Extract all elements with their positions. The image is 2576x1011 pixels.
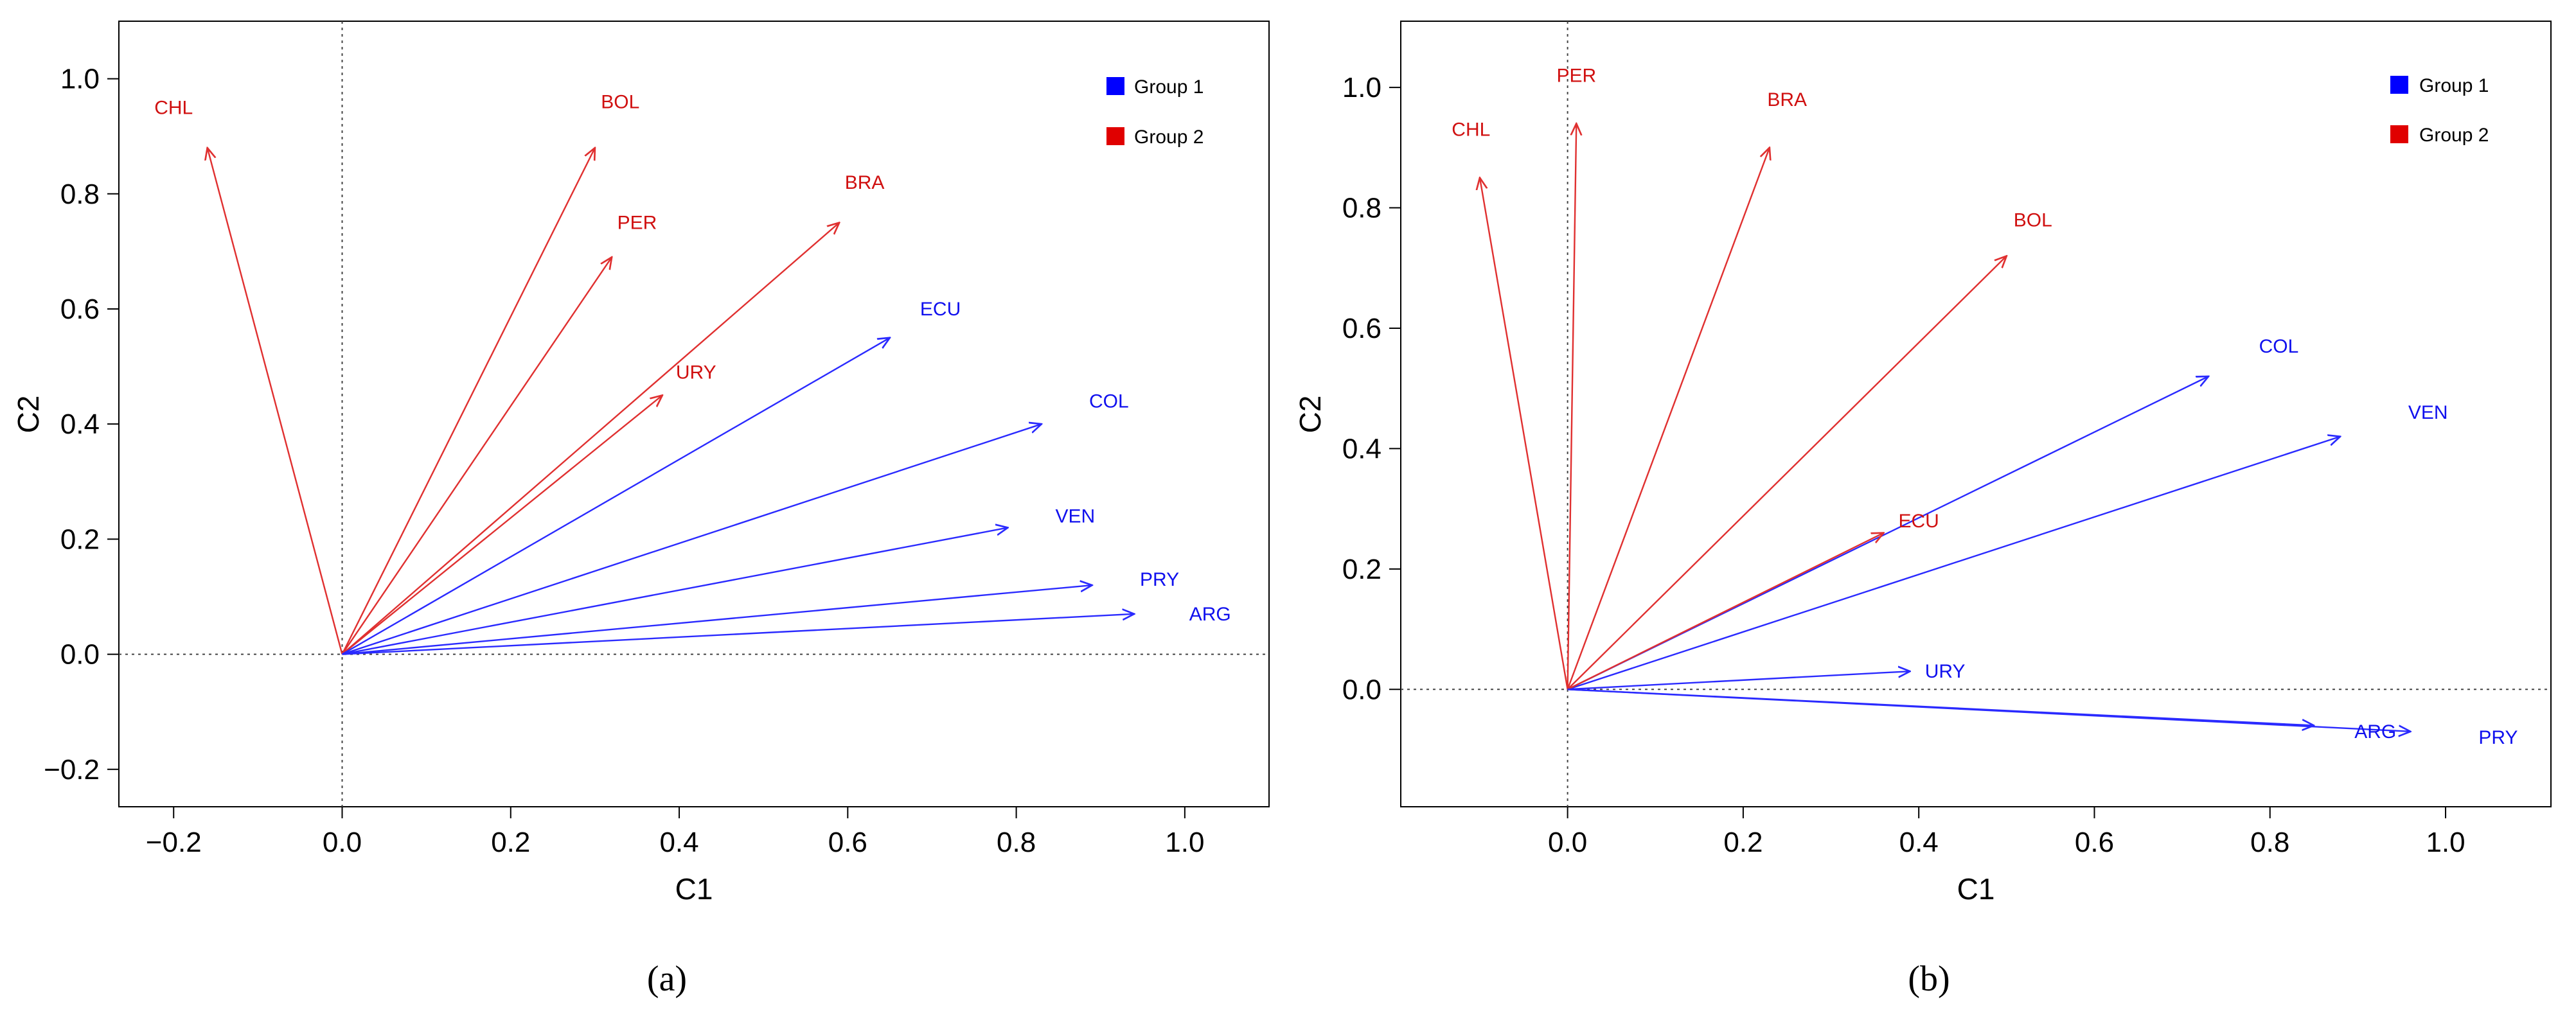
vector-label-arg: ARG [2354,721,2396,743]
vector-label-per: PER [1556,65,1596,86]
panel-a: −0.2 0.0 0.2 0.4 0.6 0.8 1.0 −0.2 0.0 0.2 0.4 0.6 0… [12,21,1270,999]
x-tick-label: 1.0 [1165,827,1204,858]
x-axis: −0.2 0.0 0.2 0.4 0.6 0.8 1.0 [146,807,1204,858]
vector-arrow-bol [341,148,595,655]
vector-label-ven: VEN [1056,506,1096,527]
y-axis-title: C2 [1293,396,1327,434]
x-tick-label: 0.6 [828,827,867,858]
y-tick-label: 0.0 [1342,674,1381,705]
legend: Group 1 Group 2 [1106,76,1204,148]
vector-arrow-ury [341,395,662,655]
vector-arrow-ven [342,527,1008,655]
panel-b: 0.0 0.2 0.4 0.6 0.8 1.0 0.0 0.2 0.4 0.6 0.8 1.0 PE… [1293,21,2552,999]
legend-label-group-2: Group 2 [1134,127,1204,148]
x-tick-label: 0.0 [323,827,362,858]
x-tick-label: 0.2 [1723,827,1763,858]
y-tick-label: 0.4 [60,409,100,440]
reference-lines [1401,21,2551,807]
vector-arrow-ecu [1567,533,1884,690]
vector-arrow-ven [1567,437,2340,690]
vector-arrow-pry [1567,689,2314,725]
vector-label-bra: BRA [845,172,885,193]
vector-label-bol: BOL [601,91,639,112]
reference-lines [119,21,1269,807]
x-tick-label: −0.2 [146,827,202,858]
vector-label-pry: PRY [2478,727,2518,748]
plot-frame [1400,21,2552,807]
legend-swatch-group-1 [1106,77,1124,95]
x-tick-label: 1.0 [2426,827,2465,858]
vector-label-ury: URY [676,362,716,383]
x-axis: 0.0 0.2 0.4 0.6 0.8 1.0 [1548,807,2465,858]
vector-label-col: COL [1089,391,1129,412]
y-axis: 0.0 0.2 0.4 0.6 0.8 1.0 [1342,72,1401,705]
y-tick-label: 0.0 [60,639,100,671]
vector-arrow-col [342,424,1042,655]
caption-a: (a) [647,959,687,999]
vector-arrow-per [1567,123,1577,690]
x-tick-label: 0.0 [1548,827,1587,858]
vector-label-ecu: ECU [920,299,961,320]
vector-arrow-per [341,257,612,655]
vector-arrow-bol [1567,256,2007,690]
x-tick-label: 0.4 [1899,827,1939,858]
plot-frame [118,21,1270,807]
y-tick-label: 0.4 [1342,433,1381,464]
vector-label-per: PER [617,213,657,234]
y-axis: −0.2 0.0 0.2 0.4 0.6 0.8 1.0 [44,64,119,786]
vector-arrow-bra [1567,148,1770,690]
vector-label-ven: VEN [2408,402,2448,423]
vector-arrow-chl [208,148,343,655]
legend-swatch-group-2 [1106,127,1124,145]
vector-label-bra: BRA [1767,89,1807,110]
vector-arrow-pry [342,585,1092,655]
vector-label-ecu: ECU [1899,511,1939,532]
caption-b: (b) [1908,959,1950,999]
vector-label-bol: BOL [2014,209,2052,231]
y-tick-label: 0.8 [1342,193,1381,224]
x-tick-label: 0.4 [659,827,698,858]
y-tick-label: 1.0 [60,64,100,95]
x-tick-label: 0.8 [997,827,1036,858]
vector-arrow-chl [1480,178,1568,690]
legend-label-group-1: Group 1 [1134,76,1204,98]
legend-swatch-group-2 [2390,125,2408,143]
y-tick-label: 1.0 [1342,72,1381,103]
x-tick-label: 0.8 [2250,827,2289,858]
legend-label-group-2: Group 2 [2419,125,2489,146]
legend: Group 1 Group 2 [2390,75,2489,146]
vector-arrow-ury [1567,671,1910,690]
y-axis-title: C2 [12,396,45,434]
y-tick-label: −0.2 [44,754,100,786]
y-tick-label: 0.8 [60,179,100,210]
legend-swatch-group-1 [2390,76,2408,94]
vector-arrow-bra [341,223,840,655]
y-tick-label: 0.6 [1342,313,1381,344]
y-tick-label: 0.2 [60,523,100,555]
vector-arrow-ecu [341,338,890,655]
vector-label-pry: PRY [1140,569,1179,590]
vector-label-ury: URY [1925,661,1966,682]
vector-label-col: COL [2259,336,2299,357]
vector-arrow-arg [342,614,1135,655]
vector-label-arg: ARG [1189,604,1231,625]
legend-label-group-1: Group 1 [2419,75,2489,96]
vector-group: CHL BOL PER BRA URY ECU COL VEN PRY ARG [154,91,1231,655]
y-tick-label: 0.2 [1342,554,1381,585]
vector-label-chl: CHL [154,97,193,118]
x-axis-title: C1 [1957,872,1995,906]
x-axis-title: C1 [675,872,713,906]
x-tick-label: 0.6 [2075,827,2114,858]
x-tick-label: 0.2 [491,827,530,858]
vector-group: PER CHL BRA BOL COL VEN ECU URY ARG PRY [1452,65,2518,748]
y-tick-label: 0.6 [60,294,100,325]
vector-label-chl: CHL [1452,119,1490,141]
